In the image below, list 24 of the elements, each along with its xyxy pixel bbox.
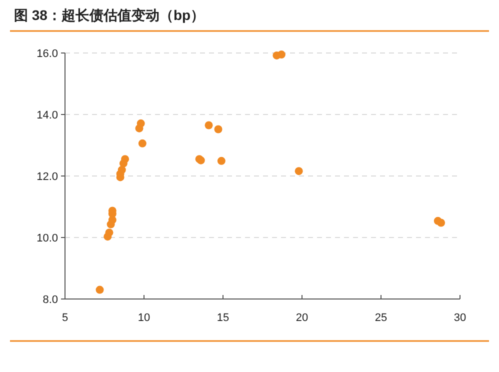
x-tick-label: 30	[454, 312, 466, 324]
point	[105, 228, 114, 237]
x-tick-label: 10	[138, 312, 150, 324]
point	[136, 119, 145, 128]
x-tick-label: 5	[62, 312, 68, 324]
x-tick-label: 20	[296, 312, 308, 324]
y-tick-label: 12.0	[36, 171, 58, 183]
x-tick-label: 25	[374, 312, 388, 324]
y-tick-label: 8.0	[42, 294, 58, 306]
y-tick-label: 10.0	[36, 232, 58, 244]
point	[214, 125, 222, 134]
point	[118, 166, 126, 174]
point	[96, 286, 104, 294]
point	[294, 167, 303, 176]
y-tick-label: 16.0	[36, 48, 58, 60]
chart-title: 图 38：超长债估值变动（bp）	[14, 7, 205, 23]
point	[217, 156, 226, 165]
x-tick-label: 15	[216, 312, 230, 324]
point	[204, 121, 213, 130]
point	[121, 155, 130, 164]
point	[437, 218, 446, 227]
y-tick-label: 14.0	[36, 110, 58, 122]
point	[138, 139, 146, 148]
point	[277, 50, 286, 59]
